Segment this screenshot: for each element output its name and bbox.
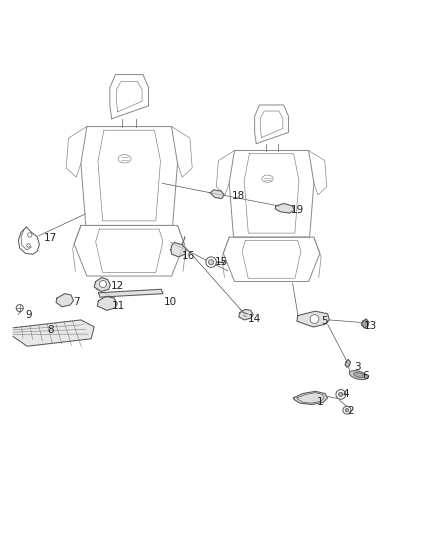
Circle shape [345,408,349,412]
Ellipse shape [350,370,367,379]
Ellipse shape [118,155,131,163]
Polygon shape [210,190,224,199]
Text: 6: 6 [362,371,369,381]
Text: 18: 18 [232,191,245,201]
Polygon shape [99,289,163,297]
Text: 13: 13 [364,321,377,330]
Polygon shape [297,311,329,327]
Text: 1: 1 [316,397,323,407]
Polygon shape [275,204,294,213]
Text: 3: 3 [353,362,360,372]
Polygon shape [293,391,328,405]
Text: 16: 16 [182,251,195,261]
Polygon shape [13,320,94,346]
Circle shape [16,304,23,312]
Circle shape [343,406,351,414]
Text: 15: 15 [215,257,228,267]
Text: 17: 17 [44,233,57,243]
Circle shape [28,233,32,237]
Polygon shape [171,243,186,257]
Circle shape [310,314,319,324]
Circle shape [339,392,343,397]
Text: 9: 9 [25,310,32,320]
Circle shape [208,260,214,265]
Text: 19: 19 [291,205,304,215]
Text: 8: 8 [47,325,54,335]
Ellipse shape [353,373,365,378]
Text: 7: 7 [73,296,80,306]
Polygon shape [94,278,110,292]
Polygon shape [361,319,369,328]
Circle shape [99,280,106,287]
Polygon shape [97,296,117,310]
Text: 10: 10 [164,296,177,306]
Circle shape [27,244,30,247]
Text: 2: 2 [347,406,354,416]
Polygon shape [56,294,74,307]
Text: 5: 5 [321,316,328,326]
Polygon shape [345,359,350,367]
Text: 12: 12 [111,281,124,291]
Text: 4: 4 [343,389,350,399]
Circle shape [206,257,216,268]
Text: 11: 11 [112,301,125,311]
Polygon shape [239,310,253,320]
Ellipse shape [262,175,273,182]
Circle shape [336,390,346,399]
Text: 14: 14 [247,314,261,324]
